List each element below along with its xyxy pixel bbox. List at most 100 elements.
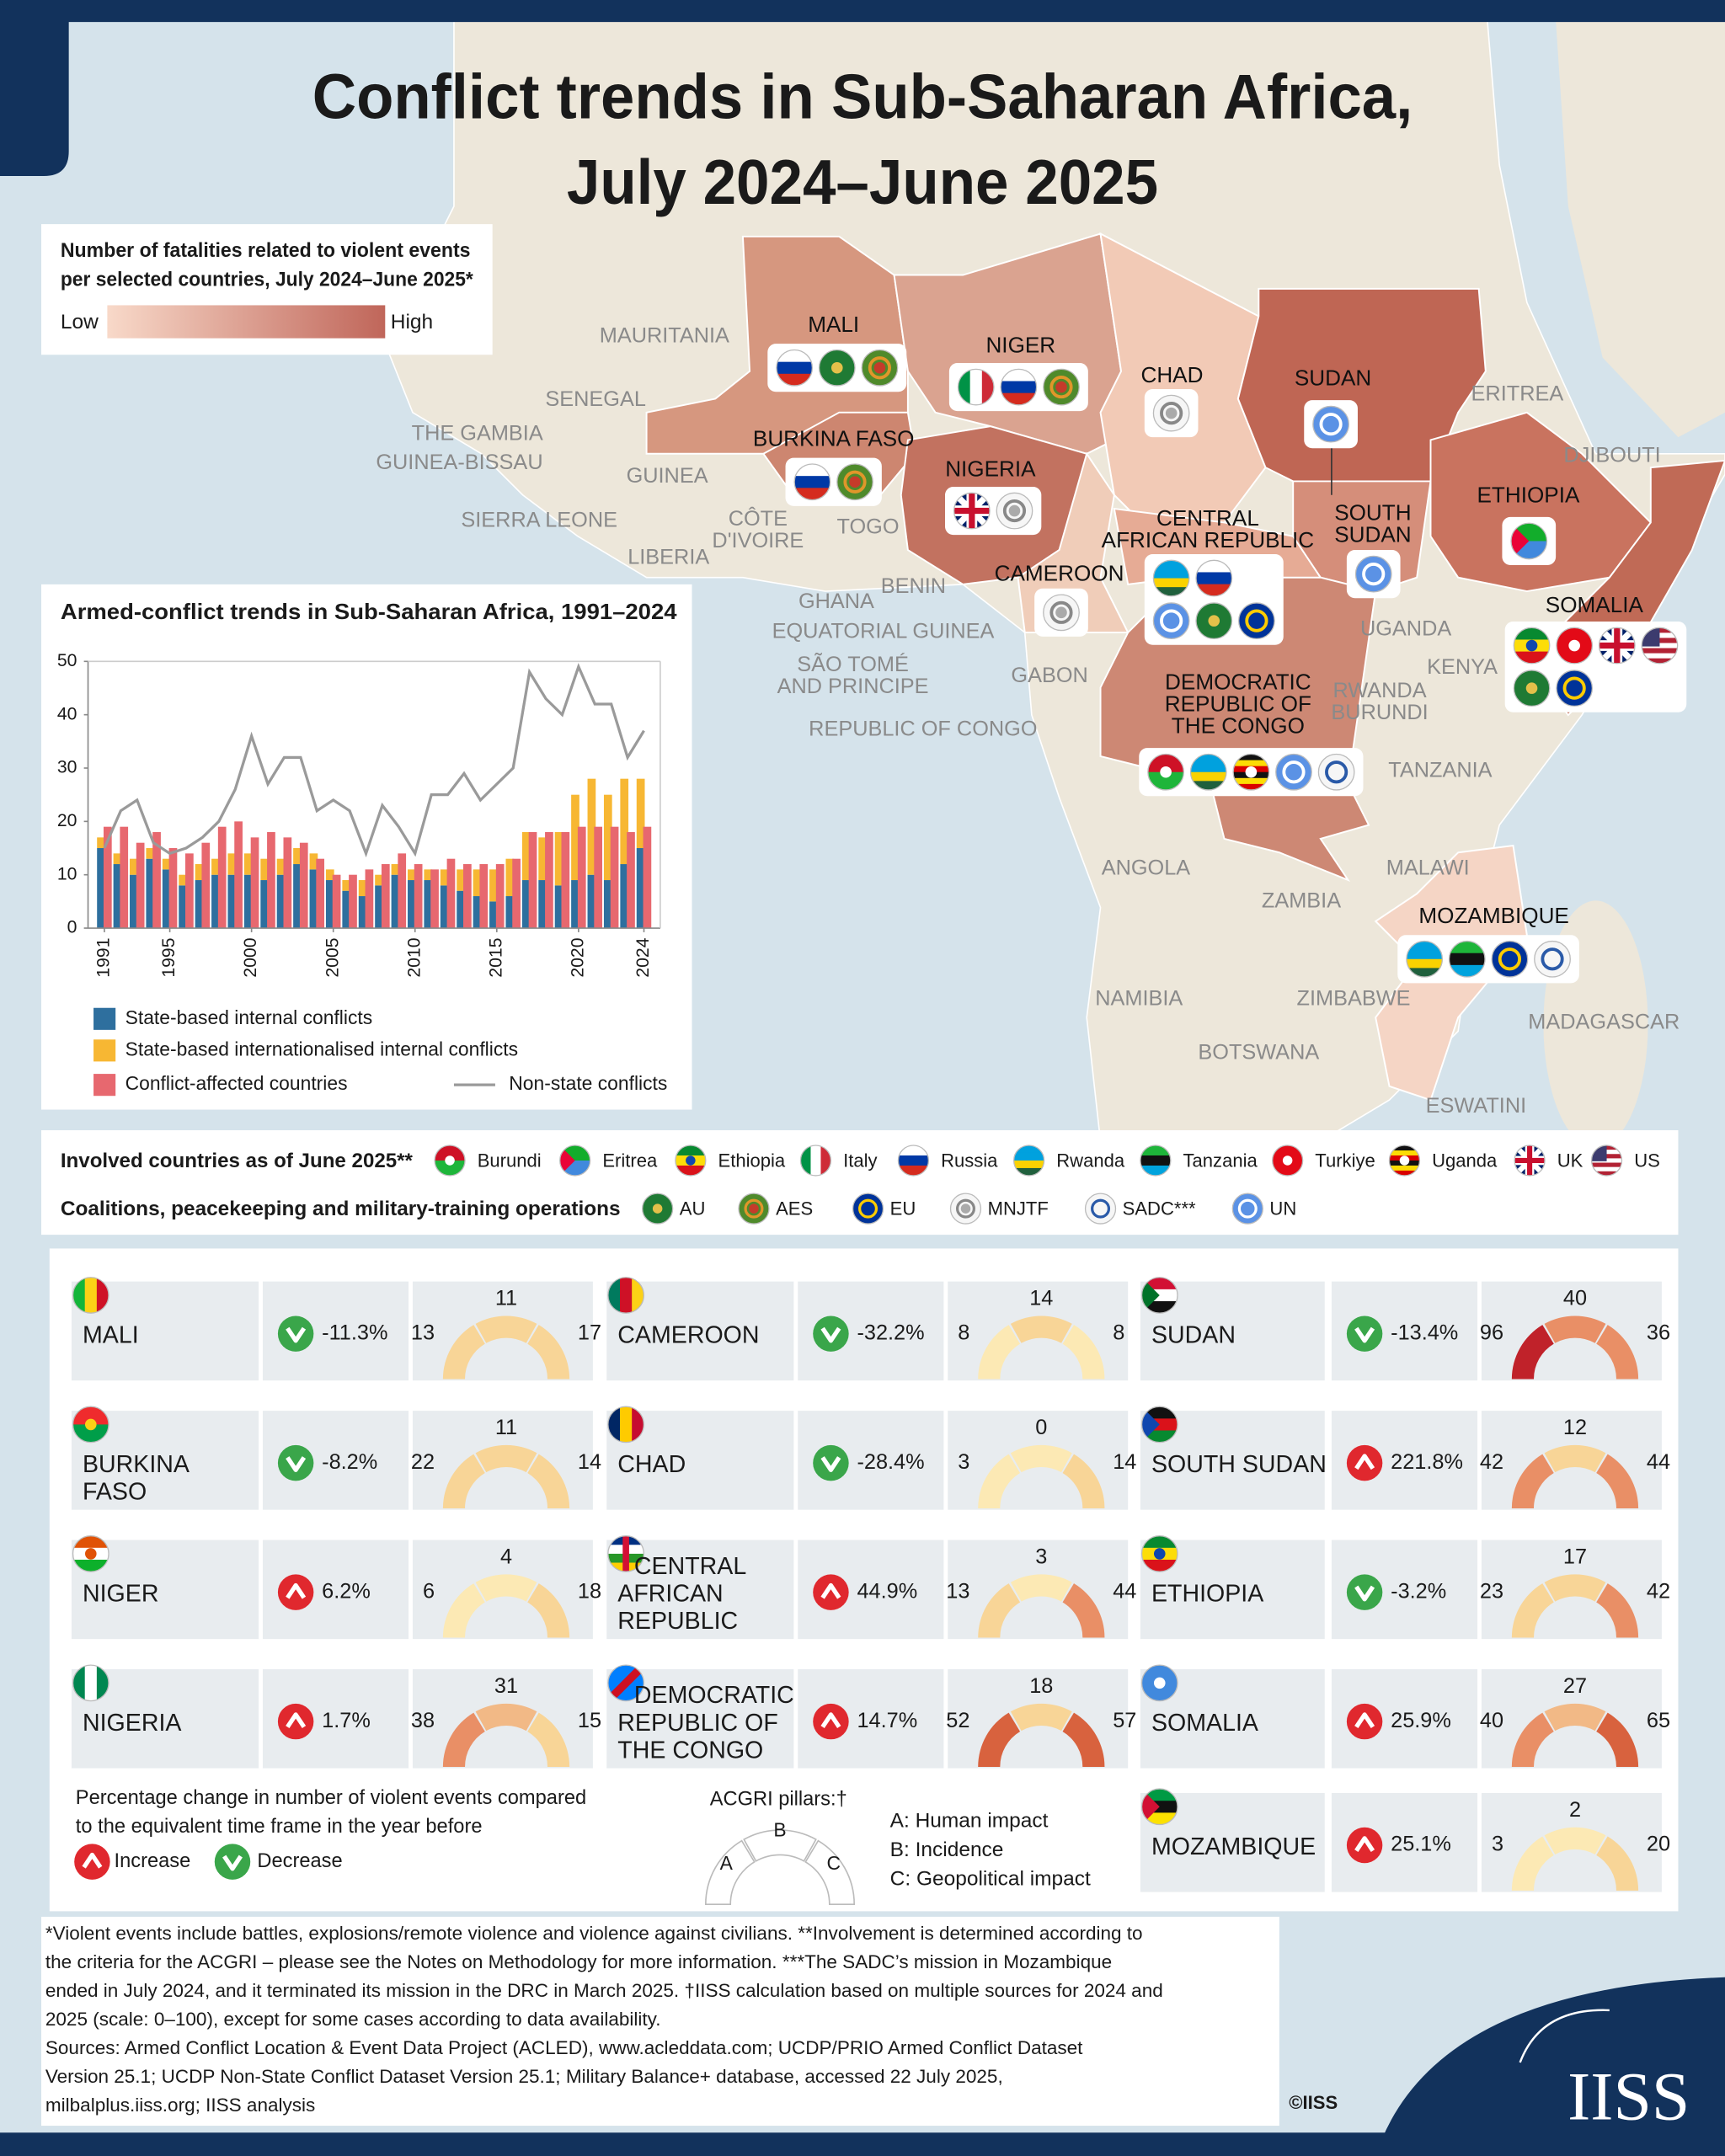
gauge-b: 12 <box>1563 1416 1587 1439</box>
flag-emblem <box>868 356 892 380</box>
flag-emblem <box>1399 1155 1410 1166</box>
gauge-a: 8 <box>958 1321 969 1344</box>
flag-emblem <box>1055 381 1067 393</box>
flag-rim <box>1140 1535 1178 1572</box>
flag-icon <box>1141 1277 1178 1314</box>
map-label: ZIMBABWE <box>1297 987 1411 1011</box>
legend-label: State-based internal conflicts <box>126 1006 373 1028</box>
flag-icon <box>1556 627 1593 664</box>
map-label: ZAMBIA <box>1262 889 1341 913</box>
flag-rim <box>642 1193 674 1225</box>
flag-rim <box>897 1145 930 1177</box>
bar <box>146 858 155 929</box>
bar <box>162 858 171 870</box>
flag-stripe <box>1449 953 1486 966</box>
gauge-segment <box>1544 1315 1606 1343</box>
flag-stripe <box>1153 560 1189 570</box>
increase-icon <box>813 1574 849 1610</box>
gauge-b: 2 <box>1569 1798 1581 1822</box>
gauge-segment <box>527 1325 570 1380</box>
pillar-letter: A <box>720 1852 734 1874</box>
flag-stripe <box>1591 1162 1622 1168</box>
bottom-band <box>0 2132 1725 2156</box>
flag-stripe <box>820 1145 831 1176</box>
bar <box>113 864 122 929</box>
bar <box>489 869 498 902</box>
legend-swatch <box>93 1074 116 1097</box>
map <box>645 232 1725 1102</box>
flag-emblem <box>84 1418 97 1431</box>
country-label: MOZAMBIQUE <box>1418 903 1568 928</box>
flag-rim <box>675 1145 707 1177</box>
bar <box>391 874 400 929</box>
country-label: MALI <box>808 312 859 337</box>
gauge-segment <box>1062 1583 1105 1638</box>
bar <box>250 837 259 929</box>
flag-icon <box>1511 523 1547 559</box>
flag-emblem <box>1282 760 1306 784</box>
gauge-segment <box>1596 1325 1639 1380</box>
flag-stripe <box>435 1160 466 1176</box>
bar <box>391 864 400 875</box>
flag-rim <box>1514 1145 1546 1177</box>
flag-stripe <box>1001 381 1037 394</box>
map-label: ERITREA <box>1471 382 1564 405</box>
flag-rim <box>72 1277 109 1314</box>
actor-label: Burundi <box>478 1150 542 1171</box>
flag-emblem <box>1160 402 1183 425</box>
actor-label: AES <box>776 1198 813 1219</box>
flag-stripe <box>852 1193 884 1225</box>
flag-stripe <box>1233 783 1269 790</box>
x-tick-label: 2015 <box>486 937 505 977</box>
logo-swoosh <box>1519 2009 1610 2063</box>
country-label: SUDAN <box>1295 366 1371 391</box>
flag-box <box>1397 935 1579 984</box>
country-area <box>1099 576 1377 882</box>
x-tick-label: 2005 <box>323 937 342 977</box>
flag-rim <box>1354 555 1392 593</box>
map-label: ANGOLA <box>1102 857 1191 880</box>
increase-icon <box>1346 1703 1383 1740</box>
gradient-bar <box>107 305 386 339</box>
bar <box>489 901 498 929</box>
gauge-segment <box>1511 1583 1554 1638</box>
x-tick-label: 2020 <box>568 937 587 977</box>
flag-icon <box>1275 754 1312 790</box>
flag-rim <box>1140 1277 1178 1314</box>
gauge-a: 96 <box>1480 1321 1503 1344</box>
bar <box>440 869 449 886</box>
flag-stripe <box>1141 1535 1178 1549</box>
bar <box>243 853 253 875</box>
flag-stripe <box>622 1535 629 1572</box>
flag-stripe <box>1591 1171 1622 1176</box>
gauge-segment <box>1596 1836 1639 1891</box>
bar <box>276 858 286 875</box>
bar <box>636 848 645 929</box>
flag-rim <box>72 1535 109 1572</box>
flag-rim <box>1556 670 1594 707</box>
bar <box>457 890 465 929</box>
arrow-chevron <box>1354 1712 1375 1729</box>
flag-rim <box>1641 627 1679 664</box>
flag-stripe <box>1153 602 1189 639</box>
arrow-chevron <box>820 1456 841 1472</box>
gauge-b: 17 <box>1563 1545 1587 1568</box>
actor-label: Russia <box>941 1150 998 1171</box>
card-name: DEMOCRATIC <box>634 1682 794 1709</box>
flag-diagonal <box>607 1665 644 1701</box>
pillar-outline <box>804 1839 856 1906</box>
flag-icon <box>1556 670 1593 707</box>
flag-rim <box>1140 1664 1178 1702</box>
gauge-c: 44 <box>1113 1579 1136 1603</box>
bar <box>168 848 178 929</box>
bar <box>146 848 155 859</box>
flag-stripe <box>794 464 830 477</box>
flag-stripe <box>1355 556 1391 592</box>
flag-emblem <box>1245 609 1268 632</box>
flag-emblem <box>1525 639 1538 652</box>
flag-icon <box>559 1145 590 1176</box>
x-tick-label: 2000 <box>241 937 260 977</box>
bar <box>234 821 243 929</box>
flag-emblem <box>686 1155 696 1166</box>
flag-icon <box>607 1665 644 1701</box>
